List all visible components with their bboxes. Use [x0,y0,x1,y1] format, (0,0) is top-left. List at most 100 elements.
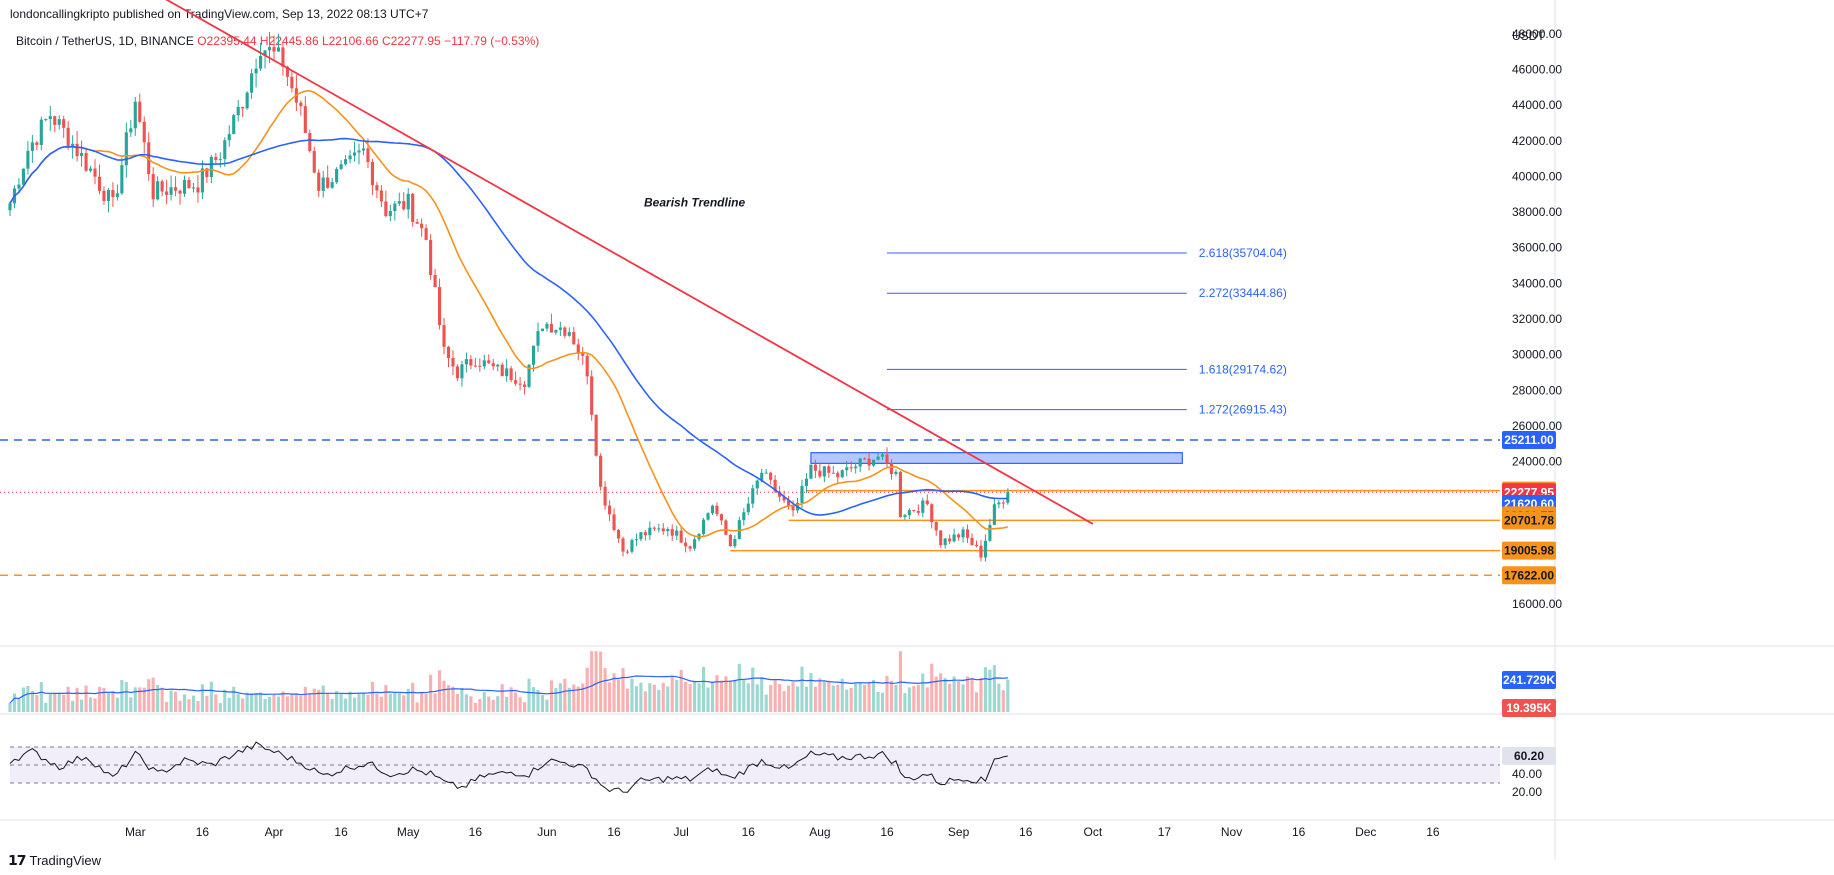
volume-bar [361,693,366,712]
volume-tag-small-bg [1502,699,1556,717]
candle-body [786,500,791,506]
candle-body [218,159,222,161]
price-tick-label: 42000.00 [1512,134,1562,148]
volume-bar [173,691,178,712]
volume-bar [952,676,956,712]
candle-body [250,73,254,93]
candle-body [522,384,527,387]
volume-bar [267,696,272,712]
candle-body [124,132,128,166]
volume-bar [697,683,701,712]
volume-bar [536,689,540,712]
candle-body [429,239,433,275]
volume-bar [303,686,307,712]
bearish-trendline[interactable] [158,0,1094,525]
volume-bar [84,685,88,712]
candle-body [214,157,218,160]
candle-body [755,480,759,489]
candle-body [48,116,52,120]
rsi-pane [9,741,1500,793]
candle-body [979,545,983,558]
volume-bar [567,687,571,712]
tradingview-logo-icon: 𝟭𝟳 [8,852,27,868]
candle-body [769,472,773,480]
fib-level-label: 2.272(33444.86) [1199,286,1287,300]
volume-bar [379,696,383,712]
volume-bar [232,686,236,712]
candle-body [728,534,732,547]
candle-body [630,540,634,552]
tradingview-footer[interactable]: 𝟭𝟳 TradingView [8,852,101,869]
candle-body [831,472,835,474]
horizontal-levels[interactable] [0,439,1500,577]
time-tick-label: Dec [1355,825,1376,839]
volume-bar [643,691,647,712]
candle-body [75,143,79,157]
candle-body [478,365,482,367]
candle-body [361,148,366,151]
candle-body [751,488,755,504]
time-tick-label: Sep [948,825,970,839]
volume-bar [822,680,826,712]
volume-bar [581,683,585,712]
volume-bar [30,690,34,712]
volume-bar [411,682,415,712]
candle-body [312,151,316,173]
candle-body [317,172,321,191]
volume-bar [675,679,679,712]
candle-body [232,115,236,135]
volume-bar [433,693,437,712]
fib-level-label: 1.272(26915.43) [1199,403,1287,417]
volume-bar [961,684,965,712]
candle-body [223,140,227,160]
time-tick-label: 16 [334,825,348,839]
candle-body [160,181,164,192]
candle-body [737,520,741,539]
candle-body [531,345,536,365]
volume-bar [809,673,813,712]
candle-body [8,203,12,211]
candle-body [581,353,585,356]
candle-body [84,153,88,171]
fibonacci-extension[interactable]: 2.618(35704.04) 2.272(33444.86) 1.618(2917… [886,246,1287,417]
candle-body [625,551,630,553]
candle-body [482,360,486,367]
volume-bar [889,680,894,712]
candle-body [35,142,39,145]
candle-body [800,486,804,503]
volume-bar [491,699,495,712]
candle-body [509,368,513,381]
symbol-name[interactable]: Bitcoin / TetherUS, 1D, BINANCE [16,34,194,48]
candle-body [267,47,272,51]
candle-body [661,528,665,532]
candle-body [603,486,607,506]
candle-body [885,454,889,464]
candle-body [147,142,151,175]
volume-bar [393,691,397,712]
candle-body [200,168,204,193]
volume-bar [138,687,142,712]
candle-body [836,472,840,478]
volume-bar [836,684,840,712]
volume-bar [321,685,325,712]
candle-body [420,223,424,229]
price-tick-label: 32000.00 [1512,312,1562,326]
price-tag-bg [1502,511,1556,530]
candle-body [26,150,30,169]
candle-body [957,534,961,538]
resistance-zone[interactable] [810,452,1183,464]
volume-bar [169,690,173,712]
price-tick-label: 44000.00 [1512,98,1562,112]
volume-bar [66,686,70,712]
candle-body [455,366,460,379]
volume-bar [446,685,451,712]
candle-body [616,530,621,539]
volume-bar [706,687,710,712]
volume-bar [17,698,21,712]
volume-bar [634,686,638,712]
candle-body [840,470,844,478]
volume-bar [312,688,316,712]
candle-body [684,542,688,547]
volume-bar [943,678,947,712]
